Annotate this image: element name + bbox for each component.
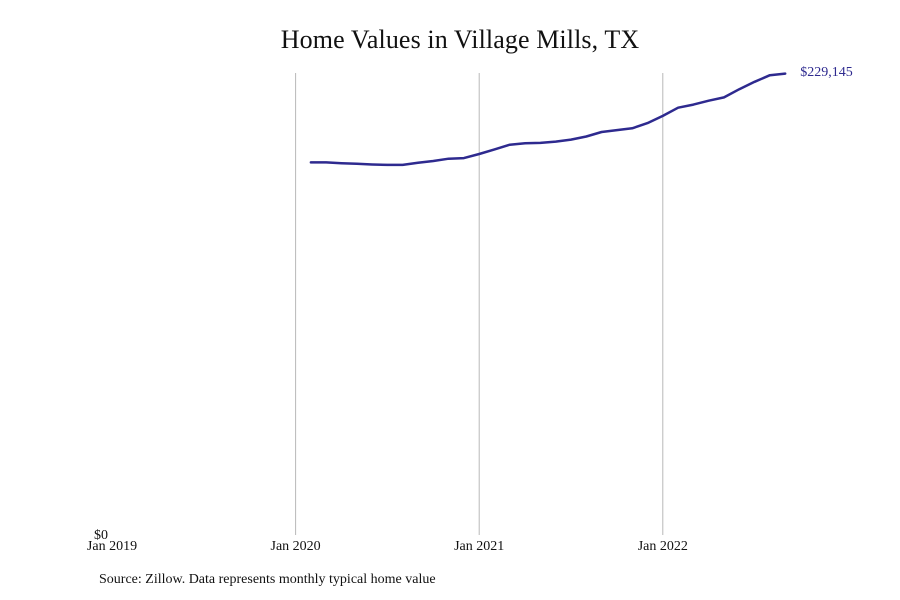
x-tick-label-2022: Jan 2022 [638, 539, 688, 554]
data-point-2021-06 [555, 140, 557, 142]
data-point-2022-01 [662, 115, 664, 117]
data-point-2021-03 [509, 144, 511, 146]
data-point-2021-11 [631, 127, 633, 129]
chart-title: Home Values in Village Mills, TX [280, 25, 640, 54]
data-point-2020-04 [340, 162, 342, 164]
data-point-2020-02 [310, 161, 312, 163]
data-point-2022-07 [753, 81, 755, 83]
last-value-label: $229,145 [800, 65, 853, 80]
data-point-2020-12 [463, 157, 465, 159]
data-point-2020-11 [447, 158, 449, 160]
data-point-2021-12 [646, 122, 648, 124]
data-point-2022-08 [769, 74, 771, 76]
data-point-2021-10 [616, 129, 618, 131]
data-point-2021-08 [585, 135, 587, 137]
x-tick-label-2020: Jan 2020 [271, 539, 321, 554]
data-point-2021-07 [570, 138, 572, 140]
data-point-2021-04 [524, 142, 526, 144]
data-point-2021-02 [493, 148, 495, 150]
data-point-2020-06 [371, 163, 373, 165]
data-point-2021-05 [539, 142, 541, 144]
x-tick-label-2019: Jan 2019 [87, 539, 137, 554]
data-point-2022-09 [784, 72, 786, 74]
data-point-2020-05 [356, 163, 358, 165]
series-line-0 [309, 72, 787, 167]
data-point-2022-06 [738, 88, 740, 90]
data-point-2020-09 [417, 162, 419, 164]
data-point-2020-10 [432, 160, 434, 162]
data-point-2022-05 [723, 96, 725, 98]
x-tick-label-2021: Jan 2021 [454, 539, 504, 554]
data-point-2021-09 [600, 131, 602, 133]
data-point-2020-03 [325, 161, 327, 163]
y-tick-label-0: $0 [94, 528, 108, 543]
data-point-2021-01 [478, 153, 480, 155]
data-point-2020-08 [402, 164, 404, 166]
data-point-2022-03 [692, 103, 694, 105]
source-note: Source: Zillow. Data represents monthly … [99, 572, 436, 587]
data-point-2022-04 [708, 100, 710, 102]
data-point-2020-07 [386, 164, 388, 166]
data-point-2022-02 [677, 107, 679, 109]
